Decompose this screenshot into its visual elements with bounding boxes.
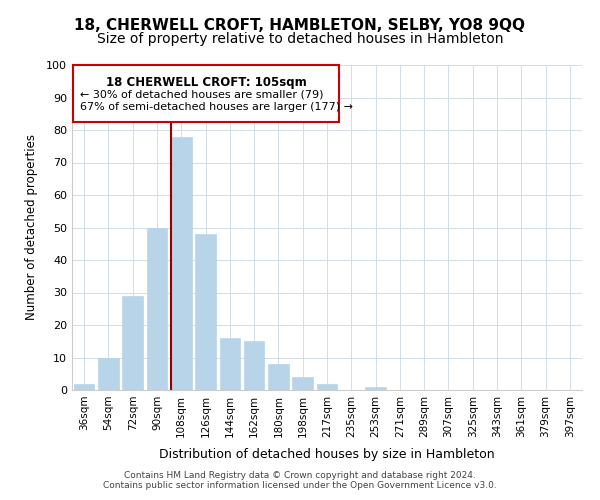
Text: Contains public sector information licensed under the Open Government Licence v3: Contains public sector information licen…: [103, 482, 497, 490]
Y-axis label: Number of detached properties: Number of detached properties: [25, 134, 38, 320]
Bar: [317, 384, 337, 390]
Bar: [195, 234, 216, 390]
Bar: [98, 358, 119, 390]
Text: 18 CHERWELL CROFT: 105sqm: 18 CHERWELL CROFT: 105sqm: [106, 76, 307, 90]
Bar: [244, 341, 265, 390]
Text: Size of property relative to detached houses in Hambleton: Size of property relative to detached ho…: [97, 32, 503, 46]
X-axis label: Distribution of detached houses by size in Hambleton: Distribution of detached houses by size …: [159, 448, 495, 461]
Bar: [292, 377, 313, 390]
Text: 18, CHERWELL CROFT, HAMBLETON, SELBY, YO8 9QQ: 18, CHERWELL CROFT, HAMBLETON, SELBY, YO…: [74, 18, 526, 32]
Bar: [365, 387, 386, 390]
Bar: [122, 296, 143, 390]
Bar: [268, 364, 289, 390]
Bar: [220, 338, 240, 390]
Text: 67% of semi-detached houses are larger (177) →: 67% of semi-detached houses are larger (…: [80, 102, 353, 113]
Bar: [74, 384, 94, 390]
Text: ← 30% of detached houses are smaller (79): ← 30% of detached houses are smaller (79…: [80, 90, 324, 100]
Bar: [146, 228, 167, 390]
Bar: [171, 136, 191, 390]
FancyBboxPatch shape: [73, 65, 339, 122]
Text: Contains HM Land Registry data © Crown copyright and database right 2024.: Contains HM Land Registry data © Crown c…: [124, 472, 476, 480]
